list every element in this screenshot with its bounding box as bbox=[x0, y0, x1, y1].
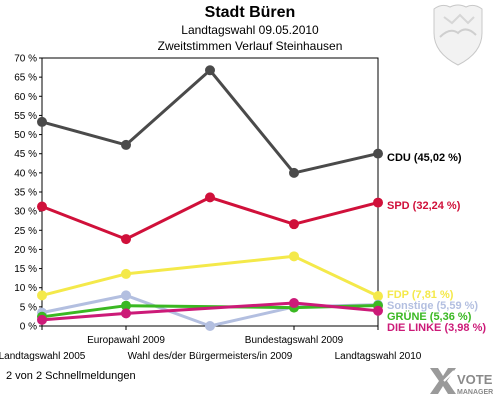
x-category-label: Landtagswahl 2005 bbox=[0, 351, 86, 362]
series-labels: CDU (45,02 %) SPD (32,24 %) FDP (7,81 %)So… bbox=[387, 152, 486, 334]
data-point-fdp bbox=[373, 291, 383, 302]
y-tick-label: 5 % bbox=[20, 302, 37, 313]
logo-vote: VOTE bbox=[457, 372, 493, 387]
y-tick-label: 50 % bbox=[14, 130, 37, 141]
coat-of-arms-icon bbox=[433, 4, 483, 66]
series-end-label: CDU (45,02 %) bbox=[387, 152, 462, 164]
series-line-fdp bbox=[41, 254, 379, 298]
y-tick-label: 30 % bbox=[14, 207, 37, 218]
y-tick-label: 25 % bbox=[14, 226, 37, 237]
series-end-label: GRÜNE (5,36 %) bbox=[387, 310, 472, 323]
data-point-spd bbox=[205, 192, 215, 203]
y-tick-label: 40 % bbox=[14, 168, 37, 179]
y-tick-label: 65 % bbox=[14, 73, 37, 84]
data-point-fdp bbox=[121, 268, 131, 279]
data-point-cdu bbox=[373, 148, 383, 159]
chart-title: Stadt Büren bbox=[205, 4, 296, 21]
data-point-cdu bbox=[205, 65, 215, 76]
plot-area bbox=[41, 57, 379, 327]
data-point-spd bbox=[373, 197, 383, 208]
footer-note: 2 von 2 Schnellmeldungen bbox=[6, 370, 136, 382]
x-category-label: Europawahl 2009 bbox=[87, 335, 165, 346]
vote-x-icon bbox=[430, 368, 456, 394]
data-point-die-linke bbox=[373, 305, 383, 316]
data-point-cdu bbox=[289, 167, 299, 178]
x-category-label: Bundestagswahl 2009 bbox=[245, 335, 344, 346]
series-end-label: SPD (32,24 %) bbox=[387, 200, 461, 212]
y-tick-label: 55 % bbox=[14, 111, 37, 122]
y-tick-label: 70 % bbox=[14, 54, 37, 65]
data-point-sonstige bbox=[121, 290, 131, 301]
series-line-die-linke bbox=[41, 301, 379, 322]
vote-manager-logo: VOTE MANAGER bbox=[430, 368, 493, 396]
y-tick-label: 0 % bbox=[20, 322, 37, 333]
series-end-label: DIE LINKE (3,98 %) bbox=[387, 322, 486, 334]
y-tick-label: 15 % bbox=[14, 264, 37, 275]
y-tick-label: 45 % bbox=[14, 149, 37, 160]
data-point-fdp bbox=[289, 251, 299, 262]
data-point-spd bbox=[37, 201, 47, 212]
data-point-cdu bbox=[37, 116, 47, 127]
data-point-spd bbox=[121, 234, 131, 245]
x-category-label: Wahl des/der Bürgermeisters/in 2009 bbox=[128, 351, 293, 362]
data-point-die-linke bbox=[289, 298, 299, 309]
y-axis: 0 % 5 % 10 % 15 % 20 % 25 % 30 % 35 % 40 % 45 % 50… bbox=[14, 54, 42, 333]
series-end-label: FDP (7,81 %) bbox=[387, 289, 454, 301]
chart-subtitle-date: Landtagswahl 09.05.2010 bbox=[181, 23, 319, 37]
y-tick-label: 10 % bbox=[14, 283, 37, 294]
x-category-label: Landtagswahl 2010 bbox=[335, 351, 422, 362]
data-point-die-linke bbox=[37, 314, 47, 325]
series-layer bbox=[37, 65, 383, 331]
logo-manager: MANAGER bbox=[457, 389, 493, 396]
y-tick-label: 60 % bbox=[14, 92, 37, 103]
y-tick-label: 20 % bbox=[14, 245, 37, 256]
data-point-die-linke bbox=[121, 308, 131, 319]
data-point-fdp bbox=[37, 290, 47, 301]
series-end-label: Sonstige (5,59 %) bbox=[387, 300, 478, 312]
data-point-cdu bbox=[121, 139, 131, 150]
data-point-gr-ne bbox=[121, 300, 131, 311]
data-point-spd bbox=[289, 219, 299, 230]
y-tick-label: 35 % bbox=[14, 188, 37, 199]
data-point-sonstige bbox=[205, 321, 215, 331]
chart-subtitle-area: Zweitstimmen Verlauf Steinhausen bbox=[158, 39, 343, 53]
